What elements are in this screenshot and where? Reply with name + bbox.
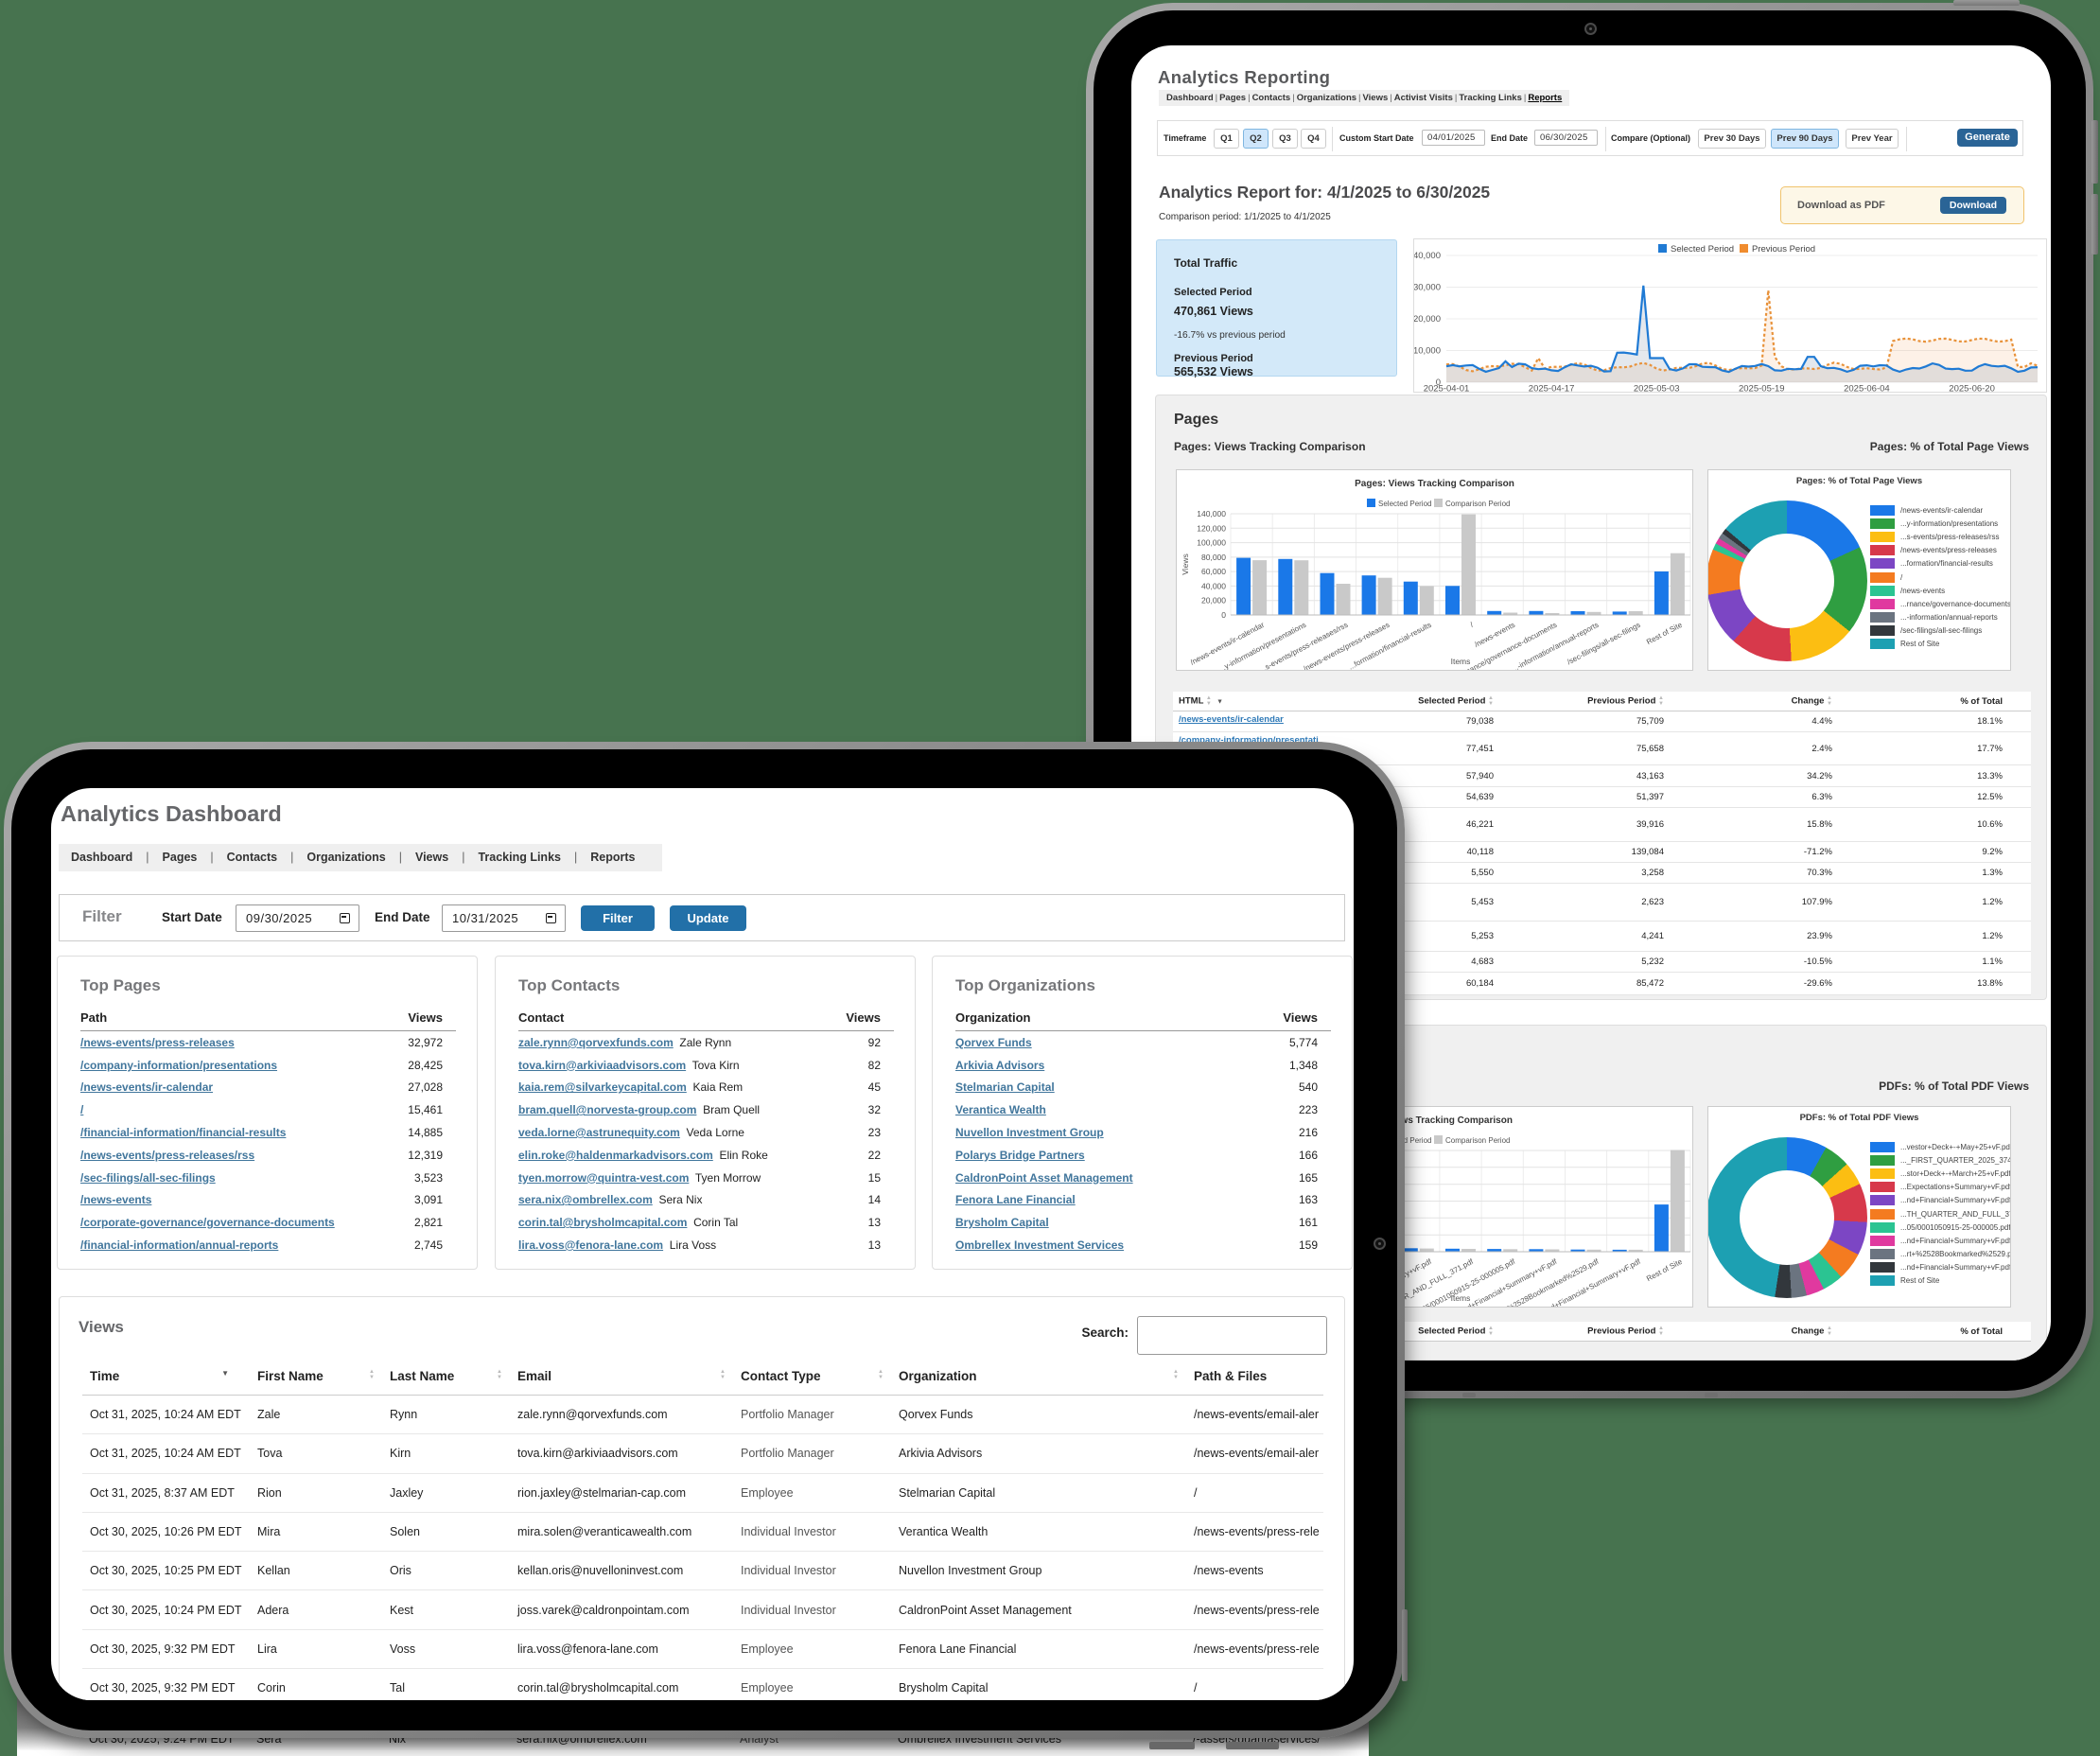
svg-text:Comparison Period: Comparison Period — [1445, 500, 1510, 508]
svg-text:Rest of Site: Rest of Site — [1645, 1257, 1684, 1284]
svg-text:140,000: 140,000 — [1197, 509, 1226, 518]
svg-text:0: 0 — [1221, 610, 1226, 620]
svg-text:30,000: 30,000 — [1414, 283, 1441, 293]
svg-text:80,000: 80,000 — [1201, 553, 1226, 562]
svg-text:2025-06-20: 2025-06-20 — [1949, 384, 1995, 393]
svg-text:40,000: 40,000 — [1201, 581, 1226, 590]
svg-text:/: / — [1469, 620, 1476, 628]
svg-text:40,000: 40,000 — [1414, 251, 1441, 261]
svg-text:60,000: 60,000 — [1201, 567, 1226, 576]
svg-text:/sec-filings/all-sec-filings: /sec-filings/all-sec-filings — [1566, 621, 1641, 666]
svg-text:100,000: 100,000 — [1197, 538, 1226, 548]
svg-text:Comparison Period: Comparison Period — [1445, 1136, 1510, 1145]
svg-text:PDFs: Views Tracking Compariso: PDFs: Views Tracking Comparison — [1356, 1115, 1513, 1126]
svg-text:Views: Views — [1181, 553, 1190, 575]
svg-text:2025-04-01: 2025-04-01 — [1424, 384, 1470, 393]
svg-text:Items: Items — [1451, 657, 1471, 666]
svg-text:Rest of Site: Rest of Site — [1645, 621, 1684, 647]
svg-text:20,000: 20,000 — [1414, 314, 1441, 325]
svg-text:Pages: Views Tracking Comparis: Pages: Views Tracking Comparison — [1355, 479, 1514, 489]
svg-text:10,000: 10,000 — [1414, 346, 1441, 357]
svg-text:Items: Items — [1451, 1293, 1471, 1303]
svg-text:0: 0 — [1436, 378, 1441, 388]
svg-text:120,000: 120,000 — [1197, 523, 1226, 533]
svg-text:2025-05-19: 2025-05-19 — [1739, 384, 1785, 393]
svg-text:/news-events/ir-calendar: /news-events/ir-calendar — [1189, 621, 1266, 667]
svg-text:Selected Period: Selected Period — [1378, 1136, 1431, 1145]
svg-text:Selected Period: Selected Period — [1671, 244, 1734, 255]
svg-text:2025-04-17: 2025-04-17 — [1529, 384, 1575, 393]
svg-text:Previous Period: Previous Period — [1752, 244, 1815, 255]
svg-text:20,000: 20,000 — [1201, 596, 1226, 606]
svg-text:2025-05-03: 2025-05-03 — [1634, 384, 1680, 393]
svg-text:2025-06-04: 2025-06-04 — [1844, 384, 1890, 393]
svg-text:Selected Period: Selected Period — [1378, 500, 1431, 508]
